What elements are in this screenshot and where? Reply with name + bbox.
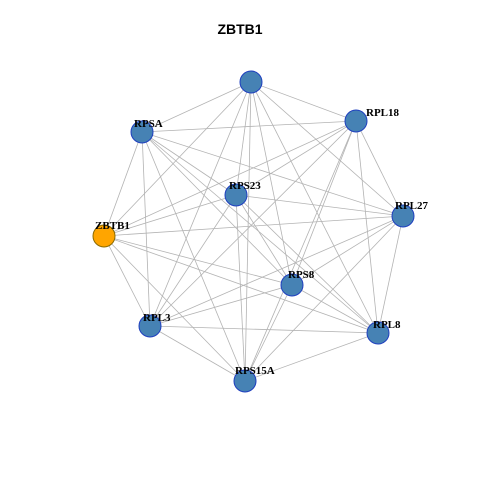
edge-rpsa-rps15a [141, 131, 246, 382]
label-layer: RPL18 RPSA RPS23 RPL27 ZBTB1 RPS8 RPL3 RPL8 RPS1… [95, 107, 429, 377]
node-label-rpl27: RPL27 [395, 200, 429, 212]
edge-rpl27-rpl8 [377, 215, 404, 334]
edge-rps23-rpl27 [235, 194, 404, 217]
edge-rpl27-rps15a [244, 215, 404, 382]
edge-rpl27-zbtb1 [103, 215, 404, 237]
node-label-zbtb1: ZBTB1 [95, 220, 130, 232]
edge-rpl18-rps23 [235, 120, 357, 196]
node-label-rpl18: RPL18 [366, 107, 400, 119]
edge-rps23-rps15a [235, 194, 246, 382]
edge-rpsa-rpl8 [141, 131, 379, 334]
figure-title: ZBTB1 [217, 21, 263, 37]
node-zbtb1[interactable] [92, 224, 116, 248]
node-label-rpl3: RPL3 [143, 312, 171, 324]
edge-rpsa-rps23 [141, 131, 237, 196]
edge-rpsa-rpl3 [141, 131, 151, 327]
edge-rps23-rpl8 [235, 194, 379, 334]
node-rpl27[interactable] [391, 204, 415, 228]
edge-rpl27-rps8 [291, 215, 404, 286]
edge-rps8-rpl8 [291, 284, 379, 334]
edge-top-rpsa [141, 81, 252, 133]
edge-top-zbtb1 [103, 81, 252, 237]
edge-top-rpl8 [250, 81, 379, 334]
edge-top-rpl18 [250, 81, 357, 122]
edge-rpl18-rps8 [291, 120, 357, 286]
node-rps15a[interactable] [233, 369, 257, 393]
edge-zbtb1-rps8 [103, 235, 293, 286]
edge-zbtb1-rps15a [103, 235, 246, 382]
edge-rps23-rps8 [235, 194, 293, 286]
edge-rpl18-rpl27 [355, 120, 404, 217]
edge-rpl3-rpl8 [149, 325, 379, 334]
edge-rpsa-zbtb1 [103, 131, 143, 237]
edge-rpl18-zbtb1 [103, 120, 357, 237]
node-rpl8[interactable] [366, 321, 390, 345]
edge-rpl18-rpl3 [149, 120, 357, 327]
edge-rps23-zbtb1 [103, 194, 237, 237]
edge-rpsa-rpl18 [141, 120, 357, 133]
node-rpl18[interactable] [344, 109, 368, 133]
edge-rpl27-rpl3 [149, 215, 404, 327]
node-label-rps15a: RPS15A [235, 365, 275, 377]
edge-rpl18-rps15a [244, 120, 357, 382]
edge-rpl3-rps15a [149, 325, 246, 382]
edge-rps8-rpl3 [149, 284, 293, 327]
edge-top-rps8 [250, 81, 293, 286]
node-label-rpsa: RPSA [134, 118, 163, 130]
node-top[interactable] [239, 70, 263, 94]
node-label-rps23: RPS23 [229, 180, 261, 192]
edge-rpl8-rps15a [244, 332, 379, 382]
edge-top-rpl27 [250, 81, 404, 217]
node-rpsa[interactable] [130, 120, 154, 144]
edge-rps8-rps15a [244, 284, 293, 382]
node-label-rps8: RPS8 [288, 269, 315, 281]
edge-rpsa-rps8 [141, 131, 293, 286]
node-label-rpl8: RPL8 [373, 319, 401, 331]
node-rpl3[interactable] [138, 314, 162, 338]
edge-rpl18-rpl8 [355, 120, 379, 334]
node-rps8[interactable] [280, 273, 304, 297]
edge-zbtb1-rpl8 [103, 235, 379, 334]
edge-top-rpl3 [149, 81, 252, 327]
edge-layer [103, 81, 404, 382]
node-layer [92, 70, 415, 393]
edge-rps23-rpl3 [149, 194, 237, 327]
edge-top-rps15a [244, 81, 252, 382]
edge-zbtb1-rpl3 [103, 235, 151, 327]
node-rps23[interactable] [224, 183, 248, 207]
edge-rpsa-rpl27 [141, 131, 404, 217]
edge-top-rps23 [235, 81, 252, 196]
